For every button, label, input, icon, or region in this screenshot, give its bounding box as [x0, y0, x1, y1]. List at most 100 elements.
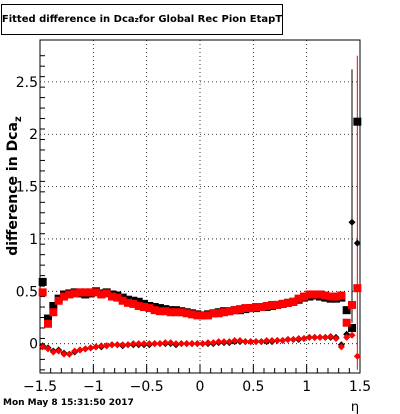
data-point-square [182, 309, 191, 318]
data-point-square [49, 308, 58, 317]
data-point-diamond [284, 335, 292, 343]
data-point-square [289, 297, 298, 306]
data-point-square [108, 292, 116, 301]
data-point-square [156, 307, 164, 316]
title-main: Fitted difference in Dca [1, 14, 135, 25]
data-point-diamond [252, 338, 260, 346]
data-point-square [172, 308, 180, 317]
data-point-square [44, 314, 52, 323]
data-point-square [348, 323, 356, 332]
data-point-diamond [337, 343, 345, 351]
y-axis-label-subscript: z [13, 116, 24, 122]
data-point-diamond [209, 339, 217, 347]
data-point-square [342, 306, 351, 315]
data-point-square [209, 309, 218, 318]
data-point-diamond [156, 340, 164, 348]
x-axis-label: η [351, 400, 359, 414]
data-point-square [326, 292, 335, 301]
x-tick-label: −1 [83, 379, 104, 395]
data-point-square [76, 288, 84, 297]
data-point-square [246, 304, 255, 313]
data-point-diamond [295, 334, 303, 342]
y-tick-label: 0 [29, 337, 38, 353]
data-point-square [86, 288, 95, 297]
timestamp: Mon May 8 15:31:50 2017 [3, 398, 134, 408]
data-point-square [220, 308, 228, 317]
x-tick-label: −0.5 [130, 379, 164, 395]
y-tick-label: 1 [29, 232, 38, 248]
data-point-diamond [161, 339, 169, 347]
data-point-diamond [145, 340, 153, 348]
data-point-diamond [279, 337, 287, 345]
plot-frame [39, 39, 361, 374]
data-point-diamond [247, 338, 255, 346]
data-point-diamond [193, 340, 201, 348]
data-point-diamond [65, 350, 73, 358]
data-point-square [188, 310, 196, 319]
data-point-square [60, 292, 68, 301]
data-point-diamond [108, 341, 116, 349]
data-point-diamond [119, 341, 127, 349]
data-point-square [230, 306, 239, 315]
data-point-square [145, 304, 154, 313]
data-point-diamond [316, 333, 324, 341]
y-tick-label: 2.5 [16, 75, 38, 91]
data-point-square [124, 298, 132, 307]
data-point-diamond [332, 334, 340, 342]
data-point-diamond [348, 331, 356, 339]
data-point-diamond [55, 347, 63, 355]
data-point-diamond [172, 340, 180, 348]
x-tick-label: −1.5 [23, 379, 57, 395]
data-point-diamond [140, 340, 148, 348]
data-point-square [252, 303, 260, 312]
data-point-diamond [135, 340, 143, 348]
data-point-square [214, 309, 223, 318]
data-point-square [268, 300, 276, 309]
data-point-diamond [353, 352, 361, 360]
data-point-diamond [263, 337, 271, 345]
data-point-square [65, 290, 74, 299]
data-point-diamond [273, 337, 281, 345]
data-point-square [236, 305, 244, 314]
data-point-square [118, 296, 127, 305]
data-point-square [294, 294, 303, 303]
data-point-diamond [199, 340, 207, 348]
x-tick-label: 1 [302, 379, 311, 395]
data-point-square [161, 307, 170, 316]
data-point-diamond [113, 341, 121, 349]
data-point-diamond [311, 333, 319, 341]
data-point-diamond [39, 343, 47, 351]
data-point-square [38, 277, 47, 286]
x-tick-label: 1.5 [349, 379, 371, 395]
data-point-diamond [321, 333, 329, 341]
data-point-diamond [268, 337, 276, 345]
data-point-diamond [225, 338, 233, 346]
data-point-diamond [177, 340, 185, 348]
data-point-diamond [87, 344, 95, 352]
data-point-diamond [348, 218, 356, 226]
title-rest: for Global Rec Pion EtapT [138, 14, 283, 25]
data-point-diamond [305, 333, 313, 341]
data-point-square [134, 297, 143, 306]
y-tick-label: 2 [29, 127, 38, 143]
y-tick-label: 0.5 [16, 284, 38, 300]
data-point-square [241, 304, 250, 313]
x-tick-label: 0 [196, 379, 205, 395]
data-point-diamond [183, 340, 191, 348]
data-point-diamond [220, 338, 228, 346]
data-point-square [273, 300, 282, 309]
data-point-diamond [44, 345, 52, 353]
data-point-diamond [97, 342, 105, 350]
data-point-diamond [257, 338, 265, 346]
data-point-square [54, 296, 63, 305]
data-point-square [348, 300, 356, 309]
data-point-square [38, 288, 47, 297]
data-point-diamond [231, 337, 239, 345]
data-point-square [316, 290, 324, 299]
data-point-diamond [343, 333, 351, 341]
data-point-diamond [71, 347, 79, 355]
data-point-diamond [289, 335, 297, 343]
data-point-square [129, 299, 138, 308]
data-point-diamond [103, 342, 111, 350]
